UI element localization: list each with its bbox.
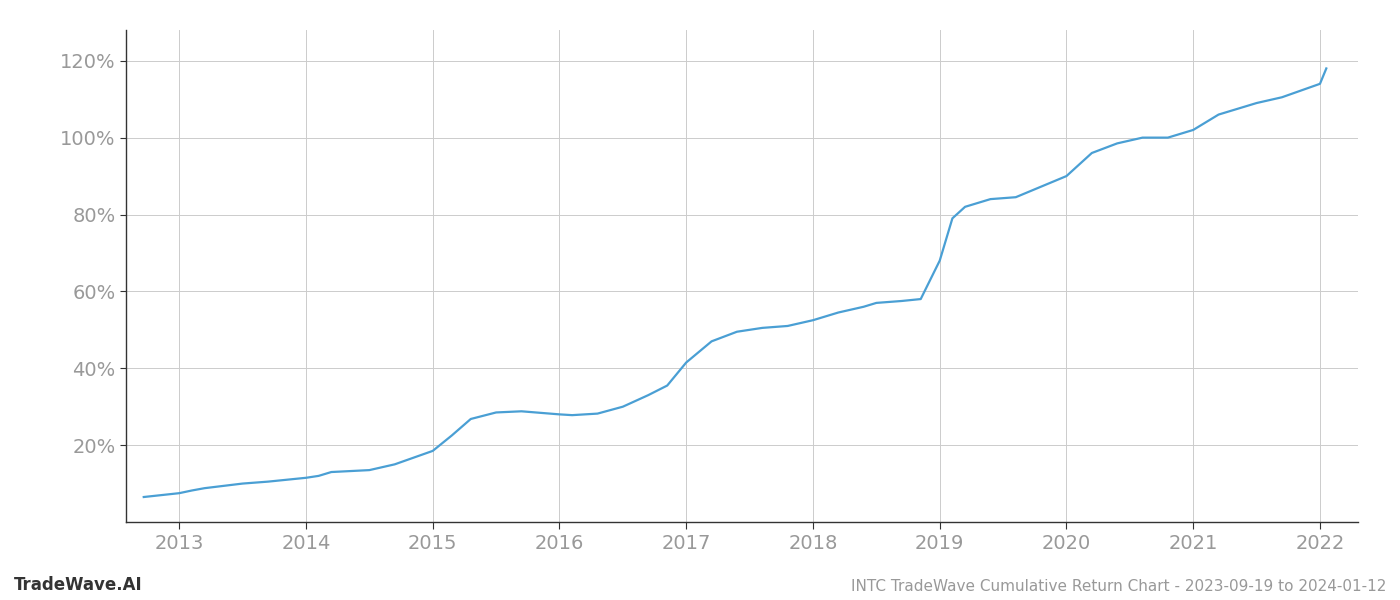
Text: INTC TradeWave Cumulative Return Chart - 2023-09-19 to 2024-01-12: INTC TradeWave Cumulative Return Chart -… <box>851 579 1386 594</box>
Text: TradeWave.AI: TradeWave.AI <box>14 576 143 594</box>
